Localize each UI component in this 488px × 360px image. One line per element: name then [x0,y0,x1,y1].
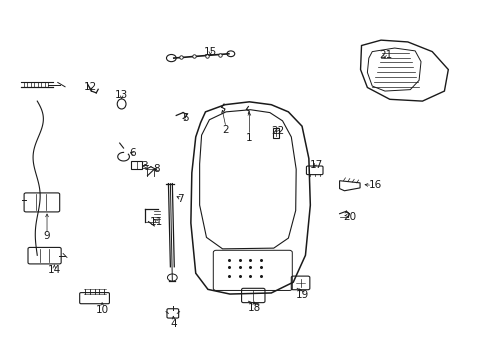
Text: 13: 13 [115,90,128,100]
Text: 8: 8 [153,163,160,174]
Text: 6: 6 [129,148,135,158]
Text: 9: 9 [43,231,50,240]
Text: 21: 21 [379,50,392,60]
Text: 11: 11 [150,217,163,227]
Text: 12: 12 [84,82,97,93]
Bar [272,129,279,138]
Text: 20: 20 [342,212,355,221]
Text: 5: 5 [183,113,189,123]
Text: 14: 14 [48,265,61,275]
Text: 4: 4 [170,319,177,329]
Text: 1: 1 [245,133,252,143]
Text: 2: 2 [222,125,229,135]
Text: 10: 10 [95,305,108,315]
Text: 7: 7 [177,194,183,204]
Text: 17: 17 [309,160,323,170]
Text: 15: 15 [203,46,217,57]
Text: 3: 3 [141,161,147,171]
Text: 16: 16 [368,180,381,190]
Text: 22: 22 [270,126,284,135]
Bar [131,161,142,168]
Text: 18: 18 [247,303,260,314]
Text: 19: 19 [295,291,308,301]
